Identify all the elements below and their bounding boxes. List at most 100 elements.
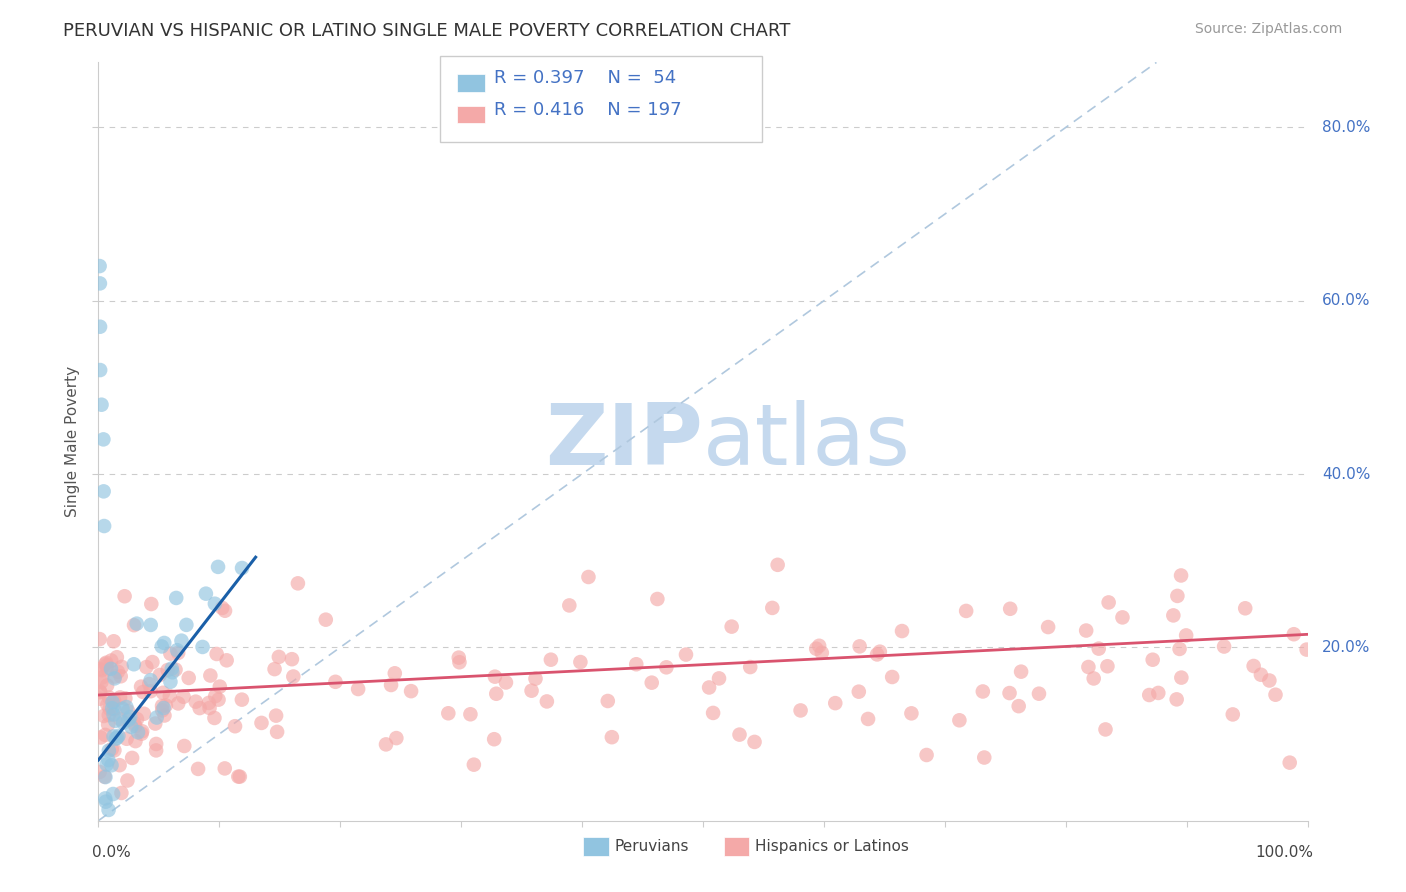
- Point: [231, 692, 253, 706]
- Point: [806, 641, 828, 656]
- Point: [101, 695, 124, 709]
- Text: 20.0%: 20.0%: [1322, 640, 1371, 655]
- Point: [214, 761, 236, 775]
- Point: [98, 702, 121, 716]
- Point: [115, 700, 138, 714]
- Point: [97, 753, 120, 767]
- Point: [224, 719, 246, 733]
- Point: [120, 710, 142, 724]
- Point: [675, 648, 697, 662]
- Point: [108, 690, 131, 705]
- Point: [162, 665, 184, 680]
- Point: [264, 708, 287, 723]
- Point: [198, 696, 221, 710]
- Point: [1234, 601, 1257, 615]
- Point: [117, 704, 139, 718]
- Point: [129, 680, 152, 694]
- Point: [100, 662, 122, 676]
- Point: [125, 616, 148, 631]
- Text: Source: ZipAtlas.com: Source: ZipAtlas.com: [1195, 22, 1343, 37]
- Point: [176, 618, 198, 632]
- Point: [266, 724, 288, 739]
- Point: [96, 662, 118, 676]
- Point: [1264, 688, 1286, 702]
- Point: [198, 701, 221, 715]
- Point: [702, 706, 724, 720]
- Point: [263, 662, 285, 676]
- Point: [1097, 659, 1119, 673]
- Point: [94, 770, 117, 784]
- Point: [93, 484, 115, 499]
- Point: [900, 706, 922, 721]
- Point: [97, 708, 120, 723]
- Point: [90, 398, 112, 412]
- Point: [90, 674, 112, 689]
- Point: [972, 684, 994, 698]
- Text: PERUVIAN VS HISPANIC OR LATINO SINGLE MALE POVERTY CORRELATION CHART: PERUVIAN VS HISPANIC OR LATINO SINGLE MA…: [63, 22, 790, 40]
- Point: [152, 701, 174, 715]
- Point: [104, 669, 127, 683]
- Point: [596, 694, 619, 708]
- Point: [626, 657, 648, 672]
- Point: [915, 747, 938, 762]
- Point: [655, 660, 678, 674]
- Point: [138, 677, 160, 691]
- Point: [121, 751, 143, 765]
- Point: [267, 649, 290, 664]
- Point: [744, 735, 766, 749]
- Point: [104, 731, 127, 746]
- Point: [1166, 692, 1188, 706]
- Point: [153, 636, 176, 650]
- Point: [600, 730, 623, 744]
- Point: [569, 655, 592, 669]
- Point: [94, 657, 117, 671]
- Point: [89, 662, 111, 676]
- Point: [96, 678, 118, 692]
- Point: [399, 684, 422, 698]
- Point: [166, 643, 188, 657]
- Point: [955, 604, 977, 618]
- Point: [90, 731, 112, 745]
- Point: [167, 646, 190, 660]
- Point: [485, 687, 508, 701]
- Point: [437, 706, 460, 721]
- Point: [1163, 608, 1185, 623]
- Point: [463, 757, 485, 772]
- Point: [1036, 620, 1059, 634]
- Point: [117, 773, 139, 788]
- Point: [173, 739, 195, 753]
- Point: [101, 701, 124, 715]
- Point: [89, 764, 111, 779]
- Point: [998, 686, 1021, 700]
- Point: [1222, 707, 1244, 722]
- Point: [108, 758, 131, 772]
- Point: [89, 319, 111, 334]
- Point: [110, 786, 132, 800]
- Point: [93, 433, 115, 447]
- Point: [882, 670, 904, 684]
- Point: [89, 277, 111, 291]
- Point: [103, 672, 125, 686]
- Point: [150, 640, 173, 654]
- Text: 100.0%: 100.0%: [1256, 845, 1313, 860]
- Point: [697, 681, 720, 695]
- Point: [115, 731, 138, 746]
- Point: [495, 675, 517, 690]
- Point: [1166, 589, 1188, 603]
- Point: [150, 703, 173, 717]
- Point: [139, 673, 162, 688]
- Point: [145, 743, 167, 757]
- Point: [167, 697, 190, 711]
- Point: [94, 791, 117, 805]
- Point: [1170, 568, 1192, 582]
- Point: [131, 727, 153, 741]
- Point: [720, 619, 742, 633]
- Point: [120, 720, 142, 734]
- Point: [1087, 641, 1109, 656]
- Point: [215, 653, 238, 667]
- Point: [208, 680, 231, 694]
- Point: [124, 716, 146, 731]
- Point: [536, 694, 558, 708]
- Point: [153, 708, 176, 723]
- Text: 80.0%: 80.0%: [1322, 120, 1371, 135]
